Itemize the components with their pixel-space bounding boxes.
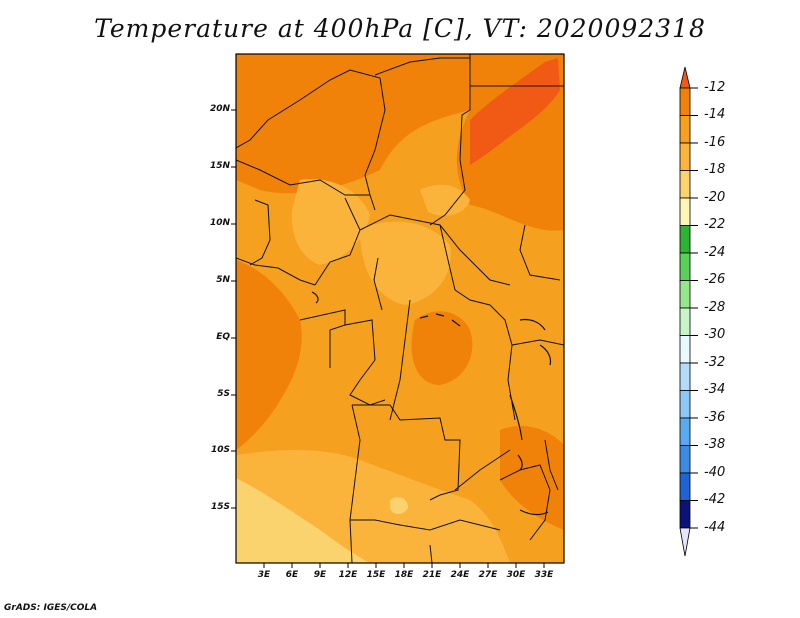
field-minus14-north [236,54,470,194]
field-minus18-central [360,221,451,305]
colorbar-label: -44 [704,520,726,535]
field-minus14-center [411,311,473,385]
colorbar-label: -12 [704,80,726,95]
colorbar-label: -34 [704,382,726,397]
credit-text: GrADS: IGES/COLA [4,603,98,613]
y-ticks [231,109,236,509]
colorbar-box-8 [679,307,691,336]
colorbar-box-15 [679,500,691,529]
field-minus20 [236,478,370,563]
colorbar-top-triangle [679,66,691,89]
colorbar-box-14 [679,472,691,501]
y-tick-label: 10N [209,218,230,228]
y-tick-label: 15N [209,161,230,171]
colorbar-box-5 [679,225,691,254]
y-tick-label: 5S [217,389,230,399]
colorbar-box-2 [679,142,691,171]
colorbar-label: -24 [704,245,726,260]
colorbar-box-9 [679,335,691,364]
country-borders [236,54,564,563]
x-tick-label: 15E [366,570,386,580]
field-minus20-patch [390,497,408,514]
x-tick-label: 12E [338,570,358,580]
colorbar-label: -38 [704,437,726,452]
x-tick-label: 33E [534,570,554,580]
colorbar-ticks [690,87,698,529]
colorbar-box-12 [679,417,691,446]
colorbar-box-0 [679,87,691,116]
field-minus12 [470,58,560,165]
x-tick-label: 6E [285,570,299,580]
colorbar-box-1 [679,115,691,144]
colorbar-box-3 [679,170,691,199]
colorbar-box-13 [679,445,691,474]
colorbar-label: -28 [704,300,726,315]
lakes [311,291,552,516]
x-tick-label: 3E [257,570,271,580]
x-tick-label: 18E [394,570,414,580]
colorbar-bottom-triangle [679,527,691,557]
y-tick-label: 20N [209,104,230,114]
colorbar-label: -22 [704,217,726,232]
colorbar-label: -26 [704,272,726,287]
y-tick-label: 5N [216,275,230,285]
colorbar [679,66,691,557]
plot-frame [235,53,565,564]
colorbar-box-7 [679,280,691,309]
colorbar-box-11 [679,390,691,419]
x-tick-label: 9E [313,570,327,580]
colorbar-label: -40 [704,465,726,480]
y-tick-label: 10S [210,445,230,455]
colorbar-box-10 [679,362,691,391]
colorbar-label: -14 [704,107,726,122]
colorbar-label: -20 [704,190,726,205]
colorbar-label: -16 [704,135,726,150]
map-title: Temperature at 400hPa [C], VT: 202009231… [94,14,706,43]
x-tick-label: 24E [450,570,470,580]
colorbar-label: -32 [704,355,726,370]
y-tick-label: 15S [210,502,230,512]
colorbar-box-6 [679,252,691,281]
colorbar-label: -18 [704,162,726,177]
colorbar-label: -36 [704,410,726,425]
colorbar-label: -42 [704,492,726,507]
x-tick-label: 30E [506,570,526,580]
x-tick-label: 21E [422,570,442,580]
colorbar-label: -30 [704,327,726,342]
y-tick-label: EQ [216,332,230,342]
x-ticks [263,563,545,568]
field-minus18-ne [420,184,470,216]
colorbar-box-4 [679,197,691,226]
field-minus18-north [291,179,370,265]
x-tick-label: 27E [478,570,498,580]
field-minus14-west [236,260,302,450]
